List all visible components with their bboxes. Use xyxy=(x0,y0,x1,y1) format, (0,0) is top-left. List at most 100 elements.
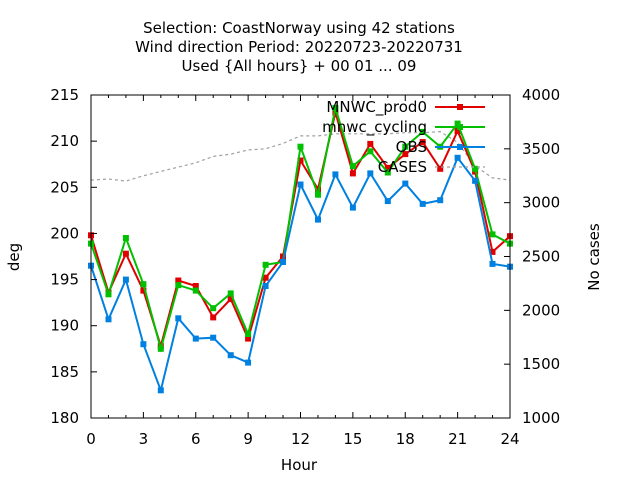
x-tick-label: 18 xyxy=(396,430,415,448)
data-point-obs xyxy=(157,387,164,394)
y2-tick-label: 2000 xyxy=(522,301,560,319)
data-point-obs xyxy=(349,204,356,211)
data-point-mnwc-prod0 xyxy=(245,335,252,342)
data-point-mnwc-cycling xyxy=(105,291,112,298)
data-point-mnwc-prod0 xyxy=(227,296,234,302)
data-point-mnwc-cycling xyxy=(454,120,461,127)
data-point-mnwc-prod0 xyxy=(297,157,304,164)
data-point-mnwc-cycling xyxy=(227,290,234,297)
y2-tick-label: 2500 xyxy=(522,248,560,266)
x-tick-label: 21 xyxy=(448,430,467,448)
data-point-mnwc-prod0 xyxy=(175,277,182,284)
data-point-mnwc-prod0 xyxy=(210,314,217,321)
data-point-obs xyxy=(437,197,444,204)
x-tick-label: 0 xyxy=(86,430,96,448)
y-tick-label: 190 xyxy=(50,317,79,335)
data-point-obs xyxy=(280,259,286,265)
legend-label-mnwc-prod0: MNWC_prod0 xyxy=(326,98,427,117)
data-point-obs xyxy=(175,315,182,322)
data-point-mnwc-cycling xyxy=(367,148,374,155)
data-point-mnwc-cycling xyxy=(192,287,199,294)
series-line-cases xyxy=(90,130,511,182)
data-point-mnwc-prod0 xyxy=(140,287,147,294)
x-tick-label: 24 xyxy=(500,430,519,448)
data-point-mnwc-prod0 xyxy=(349,170,356,177)
data-point-mnwc-cycling xyxy=(489,231,496,238)
data-point-mnwc-cycling xyxy=(140,281,147,288)
data-point-mnwc-cycling xyxy=(175,282,182,289)
data-point-mnwc-prod0 xyxy=(315,186,321,193)
data-point-mnwc-cycling xyxy=(122,235,129,241)
data-point-mnwc-cycling xyxy=(315,191,321,198)
data-point-obs xyxy=(105,316,112,323)
data-point-mnwc-prod0 xyxy=(489,248,496,255)
data-point-obs xyxy=(297,181,304,188)
data-point-mnwc-cycling xyxy=(402,143,409,150)
data-point-mnwc-prod0 xyxy=(192,283,199,289)
data-point-obs xyxy=(262,283,269,289)
data-point-mnwc-cycling xyxy=(384,169,391,176)
data-point-obs xyxy=(332,171,339,178)
data-point-mnwc-prod0 xyxy=(384,164,391,171)
data-point-obs xyxy=(419,200,426,207)
y2-tick-label: 3000 xyxy=(522,194,560,212)
chart-title-line-2: Wind direction Period: 20220723-20220731 xyxy=(135,38,463,56)
x-tick-label: 15 xyxy=(343,430,362,448)
data-point-mnwc-prod0 xyxy=(402,151,409,158)
data-point-mnwc-prod0 xyxy=(437,165,444,172)
data-point-mnwc-prod0 xyxy=(367,140,374,147)
data-point-obs xyxy=(227,352,234,359)
data-point-obs xyxy=(315,216,321,223)
data-point-mnwc-cycling xyxy=(419,128,426,135)
data-point-obs xyxy=(367,170,374,177)
data-point-mnwc-cycling xyxy=(245,331,252,337)
data-point-mnwc-cycling xyxy=(157,345,164,352)
x-tick-label: 3 xyxy=(139,430,149,448)
data-point-obs xyxy=(122,276,129,283)
data-point-mnwc-cycling xyxy=(297,143,304,150)
y-tick-label: 200 xyxy=(50,224,79,242)
y-axis-label: deg xyxy=(5,243,23,271)
plot-area xyxy=(88,104,513,394)
data-point-mnwc-prod0 xyxy=(454,128,461,134)
legend-label-cases: CASES xyxy=(378,158,427,176)
y2-tick-label: 4000 xyxy=(522,86,560,104)
data-point-obs xyxy=(454,154,461,161)
data-point-mnwc-prod0 xyxy=(122,250,129,257)
legend-label-obs: OBS xyxy=(396,138,427,156)
y-tick-label: 185 xyxy=(50,363,79,381)
y-tick-label: 195 xyxy=(50,271,79,289)
legend-marker-mnwc-prod0 xyxy=(457,104,463,110)
data-point-obs xyxy=(489,260,496,267)
y-tick-label: 210 xyxy=(50,132,79,150)
chart-title-line-3: Used {All hours} + 00 01 ... 09 xyxy=(182,57,417,75)
legend-label-mnwc-cycling: mnwc_cycling xyxy=(322,118,427,137)
data-point-mnwc-cycling xyxy=(210,305,217,312)
x-tick-label: 9 xyxy=(243,430,253,448)
data-point-obs xyxy=(210,334,217,341)
x-axis-label: Hour xyxy=(281,456,318,474)
data-point-mnwc-cycling xyxy=(332,104,339,111)
x-tick-label: 6 xyxy=(191,430,201,448)
legend-marker-mnwc-cycling xyxy=(457,124,463,130)
data-point-mnwc-cycling xyxy=(262,261,269,268)
data-point-mnwc-prod0 xyxy=(262,274,269,281)
x-tick-label: 12 xyxy=(291,430,310,448)
y-tick-label: 205 xyxy=(50,178,79,196)
data-point-obs xyxy=(472,177,479,184)
y2-tick-label: 3500 xyxy=(522,140,560,158)
series-line-obs xyxy=(90,155,511,394)
chart-title-line-1: Selection: CoastNorway using 42 stations xyxy=(143,19,455,37)
data-point-mnwc-cycling xyxy=(472,165,479,172)
data-point-mnwc-cycling xyxy=(349,163,356,170)
data-point-obs xyxy=(245,359,252,366)
legend-marker-obs xyxy=(457,144,463,150)
data-point-obs xyxy=(402,180,409,187)
data-point-obs xyxy=(140,341,147,348)
y-tick-label: 180 xyxy=(50,409,79,427)
axes: 0 3 6 9 12 15 18 21 24 180 185 190 195 200 205 210 215 10… xyxy=(50,86,560,448)
y2-tick-label: 1000 xyxy=(522,409,560,427)
data-point-mnwc-prod0 xyxy=(419,139,426,146)
